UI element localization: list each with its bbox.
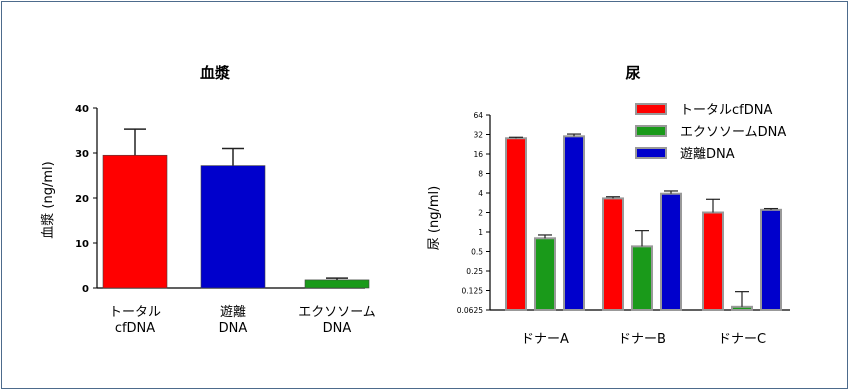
right-category-label: ドナーC xyxy=(718,332,766,347)
left-bar xyxy=(102,154,168,289)
right-y-tick-label: 0.125 xyxy=(462,287,484,296)
left-category-label: トータル xyxy=(109,305,161,320)
right-chart-ylabel: 尿 (ng/ml) xyxy=(427,186,442,250)
left-category-label: DNA xyxy=(219,321,248,336)
left-category-label: cfDNA xyxy=(115,321,155,336)
right-bar xyxy=(731,305,753,311)
legend-label: トータルcfDNA xyxy=(680,103,772,118)
right-y-tick-label: 0.5 xyxy=(471,248,483,257)
left-y-tick-label: 40 xyxy=(75,104,89,115)
right-bar xyxy=(702,211,724,311)
right-chart-title: 尿 xyxy=(625,64,640,82)
right-bar xyxy=(563,135,585,311)
right-bar xyxy=(660,192,682,311)
left-category-label: DNA xyxy=(323,321,352,336)
left-y-tick-label: 10 xyxy=(75,239,89,250)
left-bar xyxy=(304,279,370,289)
left-bar xyxy=(200,165,266,289)
right-y-tick-label: 16 xyxy=(473,150,483,159)
left-category-label: 遊離 xyxy=(220,305,246,320)
right-category-label: ドナーB xyxy=(618,332,666,347)
left-chart-title: 血漿 xyxy=(200,64,230,82)
legend-label: 遊離DNA xyxy=(680,147,735,162)
right-chart: 64 32 16 8 4 2 1 0.5 0.25 0.125 0.0625 ドナーA ドナーB ドナーC xyxy=(457,111,790,347)
right-y-tick-label: 0.0625 xyxy=(457,306,483,315)
left-chart-ylabel: 血漿 (ng/ml) xyxy=(41,161,56,238)
right-bar xyxy=(602,197,624,311)
right-y-tick-label: 4 xyxy=(478,189,483,198)
legend: トータルcfDNA エクソソームDNA 遊離DNA xyxy=(635,103,786,162)
right-bar xyxy=(631,245,653,312)
right-y-tick-label: 0.25 xyxy=(466,267,483,276)
right-y-tick-label: 1 xyxy=(478,228,483,237)
right-bar xyxy=(760,208,782,311)
right-y-tick-label: 64 xyxy=(473,111,483,120)
left-y-tick-label: 30 xyxy=(75,149,89,160)
right-y-tick-label: 2 xyxy=(478,209,483,218)
left-y-tick-label: 20 xyxy=(75,194,89,205)
left-category-label: エクソソーム xyxy=(298,305,376,320)
legend-swatch xyxy=(635,125,667,137)
right-y-tick-label: 8 xyxy=(478,170,483,179)
right-bar xyxy=(505,137,527,311)
legend-swatch xyxy=(635,147,667,159)
legend-swatch xyxy=(635,103,667,115)
left-y-tick-label: 0 xyxy=(82,284,89,295)
right-category-label: ドナーA xyxy=(521,332,569,347)
legend-label: エクソソームDNA xyxy=(680,125,786,140)
right-bar xyxy=(534,237,556,312)
right-y-tick-label: 32 xyxy=(473,131,483,140)
